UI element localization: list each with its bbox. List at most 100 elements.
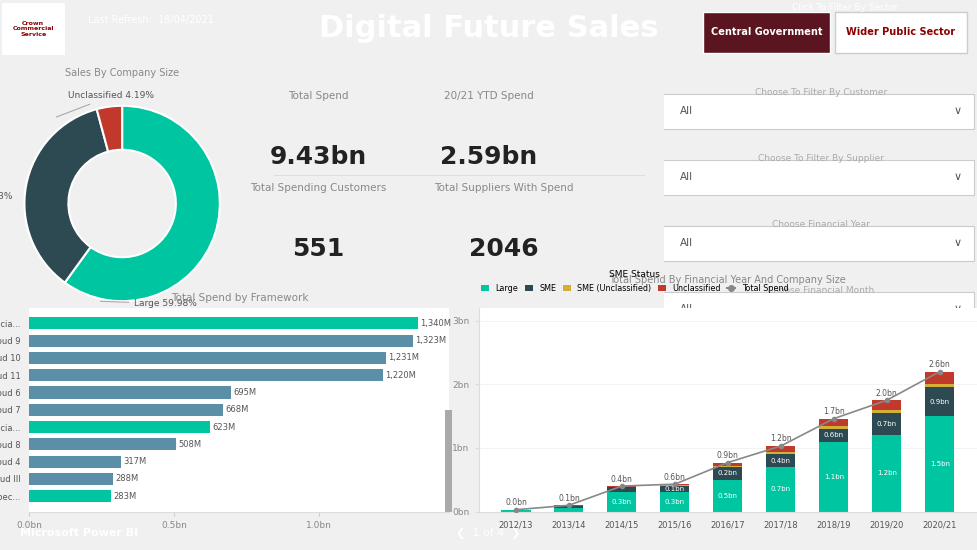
Bar — [554, 508, 583, 512]
Text: 0.6bn: 0.6bn — [664, 472, 686, 482]
Text: 2.6bn: 2.6bn — [929, 360, 951, 369]
Text: 0.7bn: 0.7bn — [771, 486, 791, 492]
Text: Choose Financial Year: Choose Financial Year — [772, 220, 870, 229]
Bar — [608, 492, 636, 512]
Bar — [766, 452, 795, 454]
Text: 2046: 2046 — [469, 238, 538, 261]
Text: Last Refresh:  18/04/2021: Last Refresh: 18/04/2021 — [88, 15, 214, 25]
Text: 0.1bn: 0.1bn — [558, 494, 579, 503]
FancyBboxPatch shape — [703, 12, 830, 53]
Text: 0.2bn: 0.2bn — [718, 470, 738, 476]
Text: Large 59.98%: Large 59.98% — [101, 299, 197, 308]
Text: 668M: 668M — [225, 405, 248, 414]
Text: 0.3bn: 0.3bn — [612, 499, 632, 505]
Bar — [713, 480, 743, 512]
Text: 695M: 695M — [233, 388, 256, 397]
Bar — [29, 438, 177, 450]
Text: 288M: 288M — [115, 475, 139, 483]
Bar — [713, 467, 743, 480]
Text: 0.5bn: 0.5bn — [718, 493, 738, 499]
Total Spend — [669, 481, 681, 487]
Bar — [29, 369, 383, 381]
Bar — [925, 372, 955, 384]
Title: Total Spend by Framework: Total Spend by Framework — [171, 293, 308, 303]
Text: 551: 551 — [292, 238, 344, 261]
Text: Microsoft Power BI: Microsoft Power BI — [20, 529, 138, 538]
Bar — [29, 387, 231, 399]
Text: 0.4bn: 0.4bn — [611, 475, 633, 483]
Bar — [925, 416, 955, 512]
Bar — [766, 446, 795, 452]
Text: Digital Future Sales: Digital Future Sales — [319, 14, 658, 43]
Bar — [554, 505, 583, 506]
Text: 0.3bn: 0.3bn — [664, 499, 685, 505]
Text: 1.2bn: 1.2bn — [876, 470, 897, 476]
Text: 508M: 508M — [179, 440, 202, 449]
Total Spend — [722, 459, 734, 466]
Text: 1,340M: 1,340M — [420, 319, 450, 328]
Text: Crown
Commercial
Service: Crown Commercial Service — [13, 20, 54, 37]
Wedge shape — [97, 106, 122, 152]
Text: 2.0bn: 2.0bn — [876, 389, 898, 398]
Text: 623M: 623M — [212, 422, 235, 432]
Bar — [29, 421, 210, 433]
Text: ❮  1 of 4  ❯: ❮ 1 of 4 ❯ — [456, 528, 521, 539]
Bar — [29, 455, 121, 468]
Text: 0.6bn: 0.6bn — [824, 432, 844, 438]
Bar — [29, 404, 223, 416]
Title: Sales By Company Size: Sales By Company Size — [65, 68, 179, 78]
Bar — [820, 426, 848, 429]
Total Spend — [616, 483, 628, 490]
Text: 0.7bn: 0.7bn — [876, 421, 897, 427]
Text: 1.7bn: 1.7bn — [823, 407, 845, 416]
Text: 0.4bn: 0.4bn — [771, 458, 790, 464]
Text: 1.2bn: 1.2bn — [770, 434, 791, 443]
Text: ∨: ∨ — [954, 304, 961, 315]
Total Spend — [775, 443, 786, 449]
Bar — [608, 487, 636, 492]
Bar — [29, 352, 386, 364]
Text: Total Suppliers With Spend: Total Suppliers With Spend — [434, 183, 573, 193]
Text: 1.1bn: 1.1bn — [824, 474, 844, 480]
Bar — [660, 484, 690, 486]
Line: Total Spend: Total Spend — [514, 370, 942, 512]
Text: All: All — [680, 238, 693, 249]
Text: Central Government: Central Government — [711, 28, 823, 37]
Total Spend — [934, 368, 946, 375]
Bar — [29, 490, 111, 502]
Text: 283M: 283M — [113, 492, 137, 500]
Text: 0.0bn: 0.0bn — [505, 498, 527, 507]
Bar — [820, 442, 848, 512]
Bar — [872, 410, 902, 413]
Bar — [925, 384, 955, 388]
Bar — [872, 413, 902, 435]
Text: 317M: 317M — [123, 457, 147, 466]
Bar — [872, 400, 902, 410]
Text: Click To Filter By Sector: Click To Filter By Sector — [792, 3, 898, 12]
Text: Choose Financial Month: Choose Financial Month — [767, 286, 874, 295]
Text: Choose To Filter By Supplier: Choose To Filter By Supplier — [758, 154, 883, 163]
FancyBboxPatch shape — [661, 226, 974, 261]
Bar — [554, 506, 583, 508]
Text: 20/21 YTD Spend: 20/21 YTD Spend — [444, 91, 533, 101]
Total Spend — [828, 415, 839, 422]
Text: 2.59bn: 2.59bn — [441, 145, 537, 169]
Bar — [925, 388, 955, 416]
Text: ▼≡: ▼≡ — [944, 21, 961, 31]
Bar — [608, 486, 636, 487]
FancyBboxPatch shape — [661, 292, 974, 327]
Text: 0.9bn: 0.9bn — [717, 451, 739, 460]
Text: All: All — [680, 304, 693, 315]
Text: All: All — [680, 106, 693, 117]
Total Spend — [510, 507, 522, 513]
Text: ∨: ∨ — [954, 106, 961, 117]
Bar — [713, 466, 743, 467]
Bar — [29, 473, 112, 485]
Text: SME 35.83%: SME 35.83% — [0, 191, 13, 201]
Text: 1,231M: 1,231M — [388, 354, 419, 362]
Bar — [713, 463, 743, 466]
Text: 1,220M: 1,220M — [385, 371, 416, 380]
Text: Unclassified 4.19%: Unclassified 4.19% — [57, 91, 154, 117]
Text: All: All — [680, 172, 693, 183]
Total Spend — [881, 397, 893, 404]
